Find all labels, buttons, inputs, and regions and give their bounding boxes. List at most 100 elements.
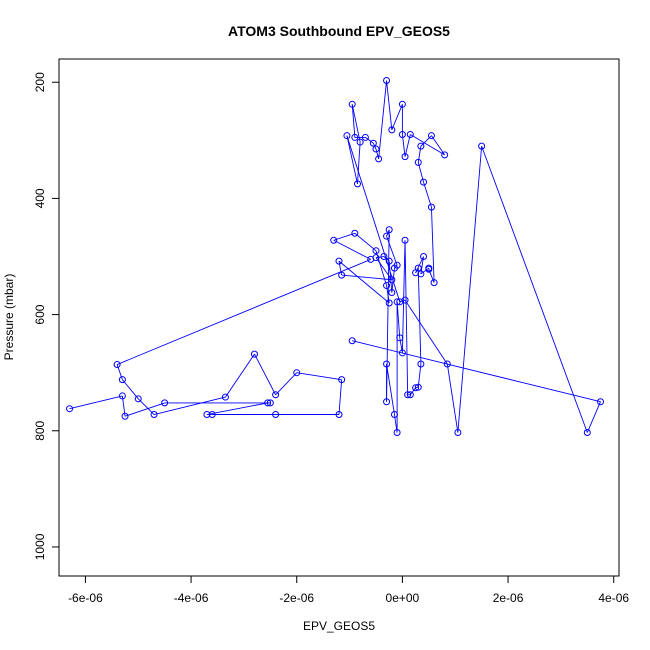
series-segment [410,134,445,156]
series-segment [341,274,392,281]
data-point [414,383,422,391]
x-tick-label: 4e-06 [598,591,629,605]
data-point [372,145,380,153]
data-point [266,399,274,407]
data-point [385,226,393,234]
data-point [113,361,121,369]
data-point [372,247,380,255]
series-segment [338,379,343,415]
data-point [351,229,359,237]
data-point [583,429,591,437]
series-segment [378,80,387,159]
data-point [401,153,409,161]
data-point [393,261,401,269]
plot-area-frame [58,58,620,577]
data-point [250,350,258,358]
series-lines [69,80,601,433]
series-segment [206,402,268,415]
data-point [597,398,605,406]
y-tick-label: 800 [33,420,47,440]
y-tick-label: 400 [33,188,47,208]
data-point [335,257,343,265]
data-point [383,282,391,290]
data-point [388,289,396,297]
data-point [66,405,74,413]
data-point [396,334,404,342]
series-segment [415,386,419,389]
series-segment [365,137,374,144]
series-segment [375,257,393,281]
series-segment [423,182,432,208]
series-segment [586,401,601,433]
data-point [383,76,391,84]
series-segment [352,340,601,403]
data-point [412,269,420,277]
series-segment [417,268,422,364]
series-points [66,76,605,437]
data-point [388,276,396,284]
data-point [161,399,169,407]
data-point [369,139,377,147]
data-point [427,132,435,140]
data-point [348,100,356,108]
series-segment [351,104,356,138]
data-point [383,398,391,406]
y-axis: 200 400 600 800 1000 [33,72,60,560]
series-segment [391,104,403,131]
y-tick-label: 1000 [33,533,47,560]
series-segment [481,145,588,433]
x-tick-label: -4e-06 [174,591,209,605]
series-segment [333,239,371,260]
data-point [208,411,216,419]
series-segment [404,299,448,365]
series-segment [417,363,422,388]
series-segment [457,146,483,433]
series-segment [401,134,406,157]
series-segment [386,363,395,415]
data-point [401,236,409,244]
data-point [272,411,280,419]
data-point [356,138,364,146]
series-segment [431,135,446,156]
data-point [420,178,428,186]
data-point [343,132,351,140]
data-point [380,253,388,261]
series-segment [225,353,255,398]
series-segment [386,80,393,130]
data-point [420,253,428,261]
series-segment [386,236,398,266]
x-tick-label: 2e-06 [493,591,524,605]
series-segment [428,269,435,283]
data-point [398,349,406,357]
data-point [478,142,486,150]
data-point [427,203,435,211]
y-axis-label: Pressure (mbar) [2,274,16,361]
data-point [425,265,433,273]
data-point [417,142,425,150]
data-point [385,257,393,265]
data-point [383,232,391,240]
data-point [348,337,356,345]
series-segment [446,363,459,433]
data-point [121,412,129,420]
series-segment [404,134,411,157]
y-tick-label: 600 [33,304,47,324]
series-segment [375,250,387,286]
data-point [293,369,301,377]
data-point [338,376,346,384]
series-segment [346,135,401,302]
series-segment [69,395,123,410]
data-point [118,392,126,400]
data-point [388,126,396,134]
series-segment [420,267,430,275]
data-point [406,131,414,139]
data-point [412,384,420,392]
data-point [375,155,383,163]
data-point [353,180,361,188]
data-point [383,360,391,368]
data-point [398,131,406,139]
data-point [335,411,343,419]
series-segment [338,261,343,276]
data-point [330,236,338,244]
series-segment [375,148,380,160]
